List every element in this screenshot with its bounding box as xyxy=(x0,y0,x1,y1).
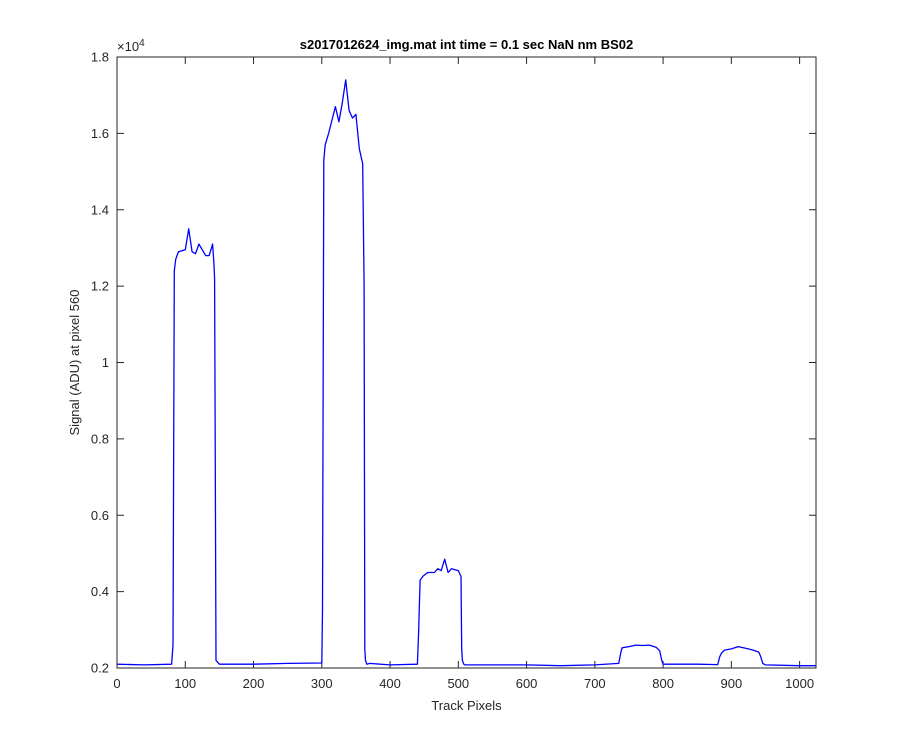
chart-title: s2017012624_img.mat int time = 0.1 sec N… xyxy=(300,37,634,52)
y-exponent-power: 4 xyxy=(139,38,145,49)
plot-area xyxy=(117,57,816,668)
y-exponent-label: ×104 xyxy=(117,38,145,54)
x-tick-label: 1000 xyxy=(785,676,814,691)
x-axis-label: Track Pixels xyxy=(431,698,502,713)
x-tick-label: 300 xyxy=(311,676,333,691)
y-tick-label: 1.4 xyxy=(91,202,109,217)
y-tick-label: 1 xyxy=(102,355,109,370)
y-axis-label: Signal (ADU) at pixel 560 xyxy=(67,290,82,436)
x-tick-label: 700 xyxy=(584,676,606,691)
ticks-layer: 0 100 200 300 400 500 600 700 800 900 1000 0.2 0.4 0.… xyxy=(91,50,816,691)
y-tick-label: 1.8 xyxy=(91,50,109,65)
series-line xyxy=(116,79,816,667)
x-tick-label: 500 xyxy=(447,676,469,691)
x-tick-label: 800 xyxy=(652,676,674,691)
y-tick-label: 1.6 xyxy=(91,126,109,141)
y-exponent-base: ×10 xyxy=(117,39,139,54)
series-layer xyxy=(116,79,816,667)
x-tick-label: 200 xyxy=(243,676,265,691)
axes-box xyxy=(116,56,817,669)
y-tick-label: 0.4 xyxy=(91,584,109,599)
x-tick-label: 900 xyxy=(721,676,743,691)
y-tick-label: 0.2 xyxy=(91,661,109,676)
y-tick-label: 1.2 xyxy=(91,279,109,294)
y-tick-label: 0.6 xyxy=(91,508,109,523)
x-tick-label: 100 xyxy=(174,676,196,691)
y-tick-label: 0.8 xyxy=(91,431,109,446)
x-tick-label: 400 xyxy=(379,676,401,691)
x-tick-label: 600 xyxy=(516,676,538,691)
x-tick-label: 0 xyxy=(113,676,120,691)
